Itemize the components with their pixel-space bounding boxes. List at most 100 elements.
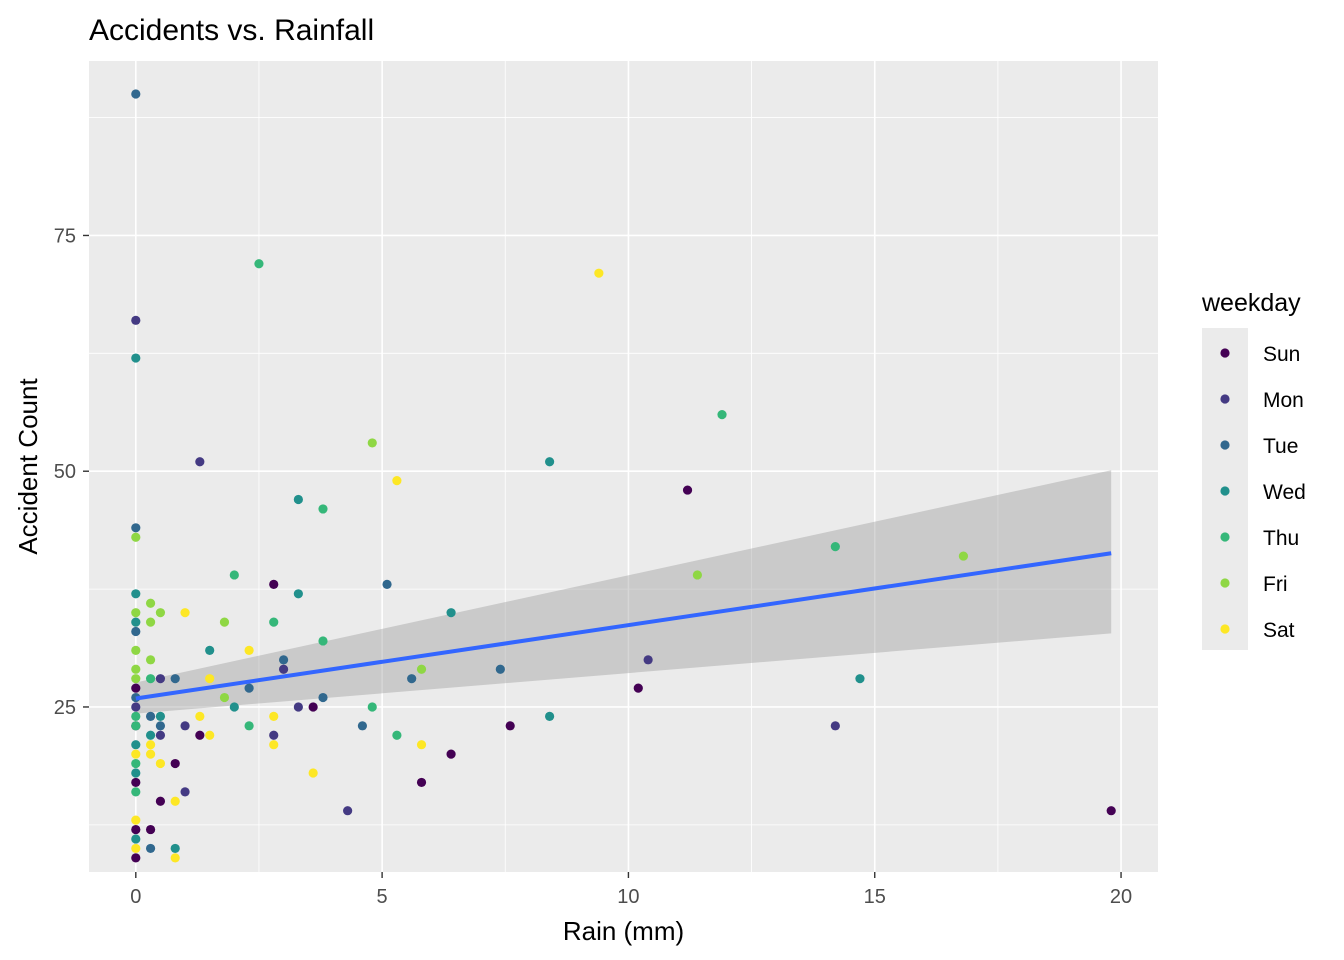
data-point-wed xyxy=(205,645,215,655)
data-point-sun xyxy=(170,758,180,769)
data-point-sun xyxy=(269,579,279,589)
data-point-fri xyxy=(145,598,156,608)
data-point-wed xyxy=(855,674,865,684)
data-points xyxy=(131,89,1116,863)
data-point-sun xyxy=(131,853,141,863)
legend-key-thu xyxy=(1220,532,1230,542)
data-point-fri xyxy=(131,645,141,655)
data-point-sat xyxy=(392,476,402,486)
legend: weekday Sun Mon Tue Wed Thu Fri Sat xyxy=(1201,289,1306,650)
data-point-thu xyxy=(254,259,264,269)
data-point-wed xyxy=(131,768,141,778)
data-point-fri xyxy=(155,608,166,618)
data-point-mon xyxy=(155,730,166,740)
data-point-thu xyxy=(717,410,727,420)
data-point-mon xyxy=(343,806,353,816)
data-point-sat xyxy=(145,740,156,750)
data-point-wed xyxy=(131,834,141,844)
data-point-sun xyxy=(446,749,456,759)
data-point-tue xyxy=(145,711,156,722)
data-point-sat xyxy=(170,853,180,863)
data-point-sun xyxy=(633,683,643,693)
data-point-thu xyxy=(318,504,328,514)
data-point-sun xyxy=(131,683,141,693)
data-point-mon xyxy=(180,787,190,797)
data-point-thu xyxy=(269,617,279,627)
legend-label-wed: Wed xyxy=(1263,481,1306,504)
data-point-tue xyxy=(155,721,166,731)
x-axis: 0 5 10 15 20 xyxy=(130,872,1132,908)
data-point-sun xyxy=(145,824,156,835)
minor-gridlines xyxy=(89,61,1158,872)
data-point-wed xyxy=(131,589,141,599)
data-point-thu xyxy=(131,787,141,797)
data-point-fri xyxy=(219,692,230,703)
data-point-mon xyxy=(131,315,141,325)
data-point-wed xyxy=(131,740,141,750)
confidence-band xyxy=(135,470,1112,714)
data-point-thu xyxy=(318,636,328,646)
data-point-sun xyxy=(131,777,141,788)
legend-label-fri: Fri xyxy=(1263,573,1288,596)
data-point-fri xyxy=(131,664,141,674)
data-point-sat xyxy=(205,730,215,740)
data-point-tue xyxy=(407,674,417,684)
data-point-tue xyxy=(278,655,289,665)
data-point-tue xyxy=(131,523,141,533)
y-tick-label: 75 xyxy=(54,225,76,247)
data-point-sun xyxy=(416,777,427,788)
data-point-fri xyxy=(416,664,427,674)
y-axis-title: Accident Count xyxy=(13,378,43,555)
data-point-mon xyxy=(180,721,190,731)
legend-key-fri xyxy=(1220,578,1230,588)
data-point-sun xyxy=(505,721,515,731)
data-point-sat xyxy=(145,749,156,759)
data-point-thu xyxy=(244,721,254,731)
data-point-wed xyxy=(293,589,303,599)
data-point-mon xyxy=(293,702,303,712)
data-point-wed xyxy=(131,617,141,627)
major-gridlines xyxy=(89,61,1158,872)
data-point-tue xyxy=(382,579,392,589)
data-point-sat xyxy=(195,711,205,722)
legend-label-sun: Sun xyxy=(1263,343,1300,366)
data-point-wed xyxy=(131,353,141,363)
y-tick-label: 25 xyxy=(54,697,76,719)
x-tick-label: 20 xyxy=(1110,886,1132,908)
x-tick-label: 15 xyxy=(864,886,886,908)
data-point-tue xyxy=(131,626,141,637)
data-point-tue xyxy=(244,683,254,693)
x-tick-label: 0 xyxy=(130,886,141,908)
legend-key-tue xyxy=(1220,440,1230,450)
chart-title: Accidents vs. Rainfall xyxy=(89,14,374,47)
data-point-sat xyxy=(205,674,215,684)
data-point-wed xyxy=(293,494,303,505)
data-point-thu xyxy=(830,542,840,552)
data-point-wed xyxy=(155,711,166,722)
data-point-fri xyxy=(219,617,230,627)
data-point-fri xyxy=(131,674,141,684)
data-point-fri xyxy=(367,438,377,448)
legend-key-sun xyxy=(1220,348,1230,358)
data-point-tue xyxy=(357,721,368,731)
x-tick-label: 5 xyxy=(377,886,388,908)
y-tick-label: 50 xyxy=(54,461,76,483)
data-point-wed xyxy=(229,702,239,712)
legend-title: weekday xyxy=(1201,289,1301,317)
legend-label-tue: Tue xyxy=(1263,435,1298,458)
data-point-mon xyxy=(131,702,141,712)
data-point-tue xyxy=(131,89,141,99)
legend-label-sat: Sat xyxy=(1263,619,1295,642)
data-point-sat xyxy=(170,796,180,806)
data-point-sun xyxy=(682,485,693,495)
data-point-thu xyxy=(367,702,377,712)
data-point-mon xyxy=(278,664,289,674)
data-point-fri xyxy=(145,655,156,665)
x-tick-label: 10 xyxy=(617,886,639,908)
data-point-fri xyxy=(692,570,702,580)
data-point-sun xyxy=(155,796,166,806)
data-point-sat xyxy=(180,608,190,618)
x-axis-title: Rain (mm) xyxy=(563,916,684,946)
data-point-sat xyxy=(131,815,141,825)
